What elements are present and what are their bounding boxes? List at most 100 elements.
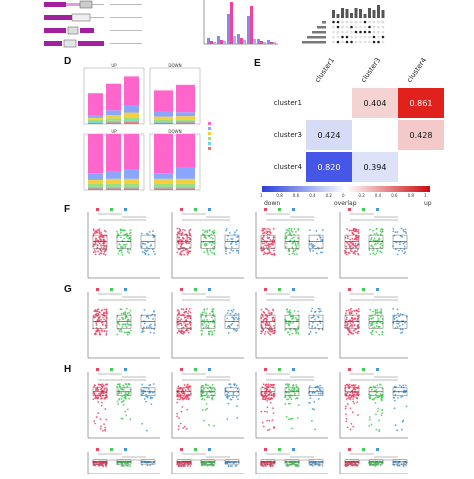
jitter-point	[350, 422, 353, 425]
jitter-point	[309, 464, 312, 466]
jitter-point	[297, 310, 300, 313]
jitter-point	[177, 393, 179, 396]
jitter-point	[129, 309, 132, 312]
jitter-point	[231, 238, 234, 240]
jitter-point	[123, 237, 125, 240]
jitter-point	[146, 249, 149, 252]
jitter-point	[380, 414, 383, 417]
upset-dot	[359, 35, 362, 39]
jitter-point	[290, 228, 293, 230]
jitter-point	[404, 251, 407, 254]
jitter-point	[398, 384, 401, 387]
jitter-point	[396, 319, 399, 322]
jitter-point	[312, 250, 315, 252]
stacked-segment	[124, 117, 139, 121]
jitter-point	[370, 245, 372, 247]
stacked-segment	[88, 93, 103, 116]
upset-dot	[354, 30, 358, 34]
jitter-point	[344, 386, 347, 388]
jitter-point	[314, 247, 317, 250]
jitter-point	[272, 332, 274, 335]
jitter-point	[186, 251, 189, 254]
jitter-point	[98, 333, 101, 336]
group-legend-swatch	[110, 368, 113, 371]
upset-dot	[341, 40, 344, 44]
jitter-point	[213, 329, 216, 332]
jitter-point	[370, 331, 372, 334]
stacked-segment	[154, 186, 173, 189]
jitter-point	[94, 333, 97, 336]
upset-dot	[336, 40, 340, 44]
group-legend-swatch	[376, 288, 379, 291]
upset-dot	[345, 40, 349, 44]
top-bar	[260, 41, 263, 44]
jitter-point	[309, 250, 312, 252]
jitter-point	[265, 396, 268, 398]
jitter-point	[348, 312, 351, 315]
jitter-point	[295, 247, 298, 249]
jitter-point	[99, 248, 102, 251]
jitter-point	[209, 249, 212, 252]
jitter-point	[380, 310, 383, 312]
jitter-point	[141, 383, 144, 386]
jitter-point	[375, 388, 378, 391]
jitter-point	[202, 461, 205, 464]
upset-dot	[359, 20, 362, 24]
jitter-point	[183, 311, 186, 314]
jitter-point	[104, 324, 107, 327]
jitter-point	[355, 309, 358, 312]
jitter-point	[401, 250, 404, 252]
heatmap-cell: 0.394	[352, 152, 398, 182]
stacked-segment	[154, 111, 173, 117]
jitter-point	[183, 321, 185, 324]
jitter-point	[357, 228, 360, 231]
stacked-segment	[106, 83, 121, 111]
jitter-point	[105, 418, 108, 421]
top-bar	[230, 2, 233, 44]
jitter-point	[237, 313, 240, 315]
jitter-point	[379, 250, 382, 253]
jitter-point	[212, 231, 214, 234]
jitter-point	[271, 384, 274, 386]
jitter-point	[225, 462, 228, 465]
colorbar-tick: 1	[260, 193, 263, 198]
jitter-point	[345, 316, 348, 319]
jitter-point	[126, 326, 128, 328]
jitter-point	[345, 464, 348, 467]
jitter-point	[235, 405, 238, 408]
jitter-point	[179, 394, 182, 397]
jitter-point	[308, 461, 311, 464]
upset-dot	[372, 35, 376, 39]
stacked-segment	[154, 122, 173, 124]
jitter-point	[351, 332, 353, 335]
jitter-point	[402, 242, 405, 245]
jitter-point	[370, 236, 373, 239]
jitter-point	[96, 247, 98, 250]
jitter-point	[264, 387, 266, 390]
jitter-point	[265, 252, 268, 255]
jitter-point	[95, 238, 97, 241]
jitter-point	[392, 315, 395, 318]
jitter-point	[230, 249, 233, 251]
heatmap-cell: 0.404	[352, 88, 398, 118]
jitter-point	[210, 330, 212, 333]
jitter-point	[207, 384, 209, 387]
jitter-point	[103, 229, 106, 232]
jitter-point	[289, 327, 291, 330]
group-legend-swatch	[194, 368, 197, 371]
gene-track-2	[44, 13, 104, 22]
jitter-point	[288, 311, 291, 313]
upset-dot	[377, 25, 380, 29]
jitter-point	[226, 393, 229, 396]
jitter-point	[211, 398, 214, 401]
jitter-point	[398, 315, 401, 318]
jitter-point	[120, 251, 123, 254]
jitter-point	[144, 252, 147, 255]
jitter-point	[179, 239, 182, 241]
jitter-point	[296, 396, 299, 399]
jitter-point	[181, 232, 184, 234]
jitter-point	[213, 246, 216, 248]
jitter-point	[229, 243, 232, 246]
jitter-point	[235, 395, 238, 398]
jitter-point	[262, 398, 264, 401]
